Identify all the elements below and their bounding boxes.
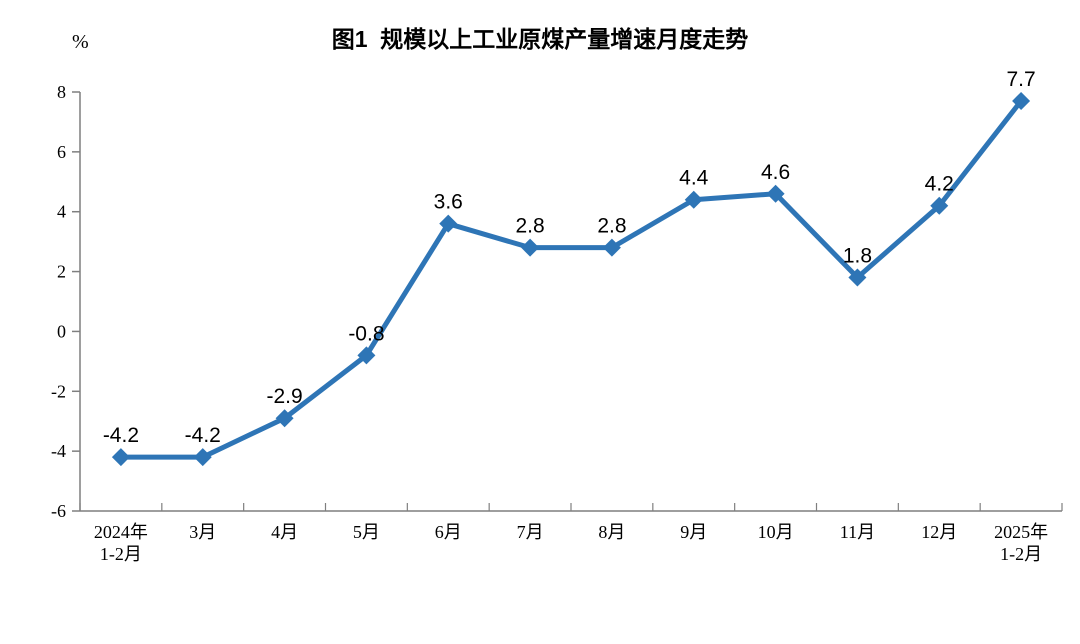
- data-point-label: -0.8: [348, 322, 384, 345]
- data-point-label: 3.6: [434, 191, 463, 214]
- x-axis-label: 3月: [189, 522, 216, 542]
- data-point-marker: [684, 190, 703, 209]
- series-line: [118, 98, 1024, 460]
- data-point-label: 2.8: [597, 215, 626, 238]
- x-axis-label: 9月: [680, 522, 707, 542]
- x-axis-label: 10月: [758, 522, 794, 542]
- x-axis-label: 4月: [271, 522, 298, 542]
- x-axis-label: 8月: [598, 522, 625, 542]
- x-axis-label: 6月: [435, 522, 462, 542]
- data-point-label: -4.2: [185, 424, 221, 447]
- data-point-marker: [275, 409, 294, 428]
- y-axis-tick-label: 2: [57, 262, 66, 282]
- x-axis-label: 7月: [517, 522, 544, 542]
- x-axis-label: 2024年 1-2月: [94, 522, 148, 564]
- chart-title: 图1 规模以上工业原煤产量增速月度走势: [331, 26, 749, 52]
- data-point-label: 4.4: [679, 167, 709, 190]
- data-point-marker: [930, 196, 949, 215]
- data-point-marker: [1012, 91, 1031, 110]
- data-point-marker: [521, 238, 540, 257]
- data-point-label: 7.7: [1006, 68, 1035, 91]
- data-point-label: 4.2: [925, 173, 954, 196]
- x-axis-label: 2025年 1-2月: [994, 522, 1048, 564]
- data-point-label: -4.2: [103, 424, 139, 447]
- data-point-marker: [766, 184, 785, 203]
- data-point-marker: [357, 346, 376, 365]
- data-point-marker: [602, 238, 621, 257]
- x-axis-label: 5月: [353, 522, 380, 542]
- y-axis-tick-label: -4: [51, 441, 66, 461]
- data-point-label: -2.9: [266, 385, 302, 408]
- x-axis-label: 11月: [840, 522, 875, 542]
- y-axis-tick-label: -2: [51, 381, 66, 401]
- y-axis-unit-label: %: [72, 31, 89, 53]
- x-axis-label: 12月: [921, 522, 957, 542]
- y-axis-tick-label: 4: [57, 202, 66, 222]
- data-point-label: 2.8: [515, 215, 544, 238]
- y-axis-tick-label: 0: [57, 321, 66, 341]
- data-point-marker: [193, 448, 212, 467]
- y-axis-tick-label: 8: [57, 82, 66, 102]
- y-axis-tick-label: -6: [51, 501, 66, 521]
- data-point-marker: [111, 448, 130, 467]
- y-axis-tick-label: 6: [57, 142, 66, 162]
- data-point-marker: [439, 214, 458, 233]
- data-point-label: 1.8: [843, 245, 872, 268]
- data-point-marker: [848, 268, 867, 287]
- data-point-label: 4.6: [761, 161, 790, 184]
